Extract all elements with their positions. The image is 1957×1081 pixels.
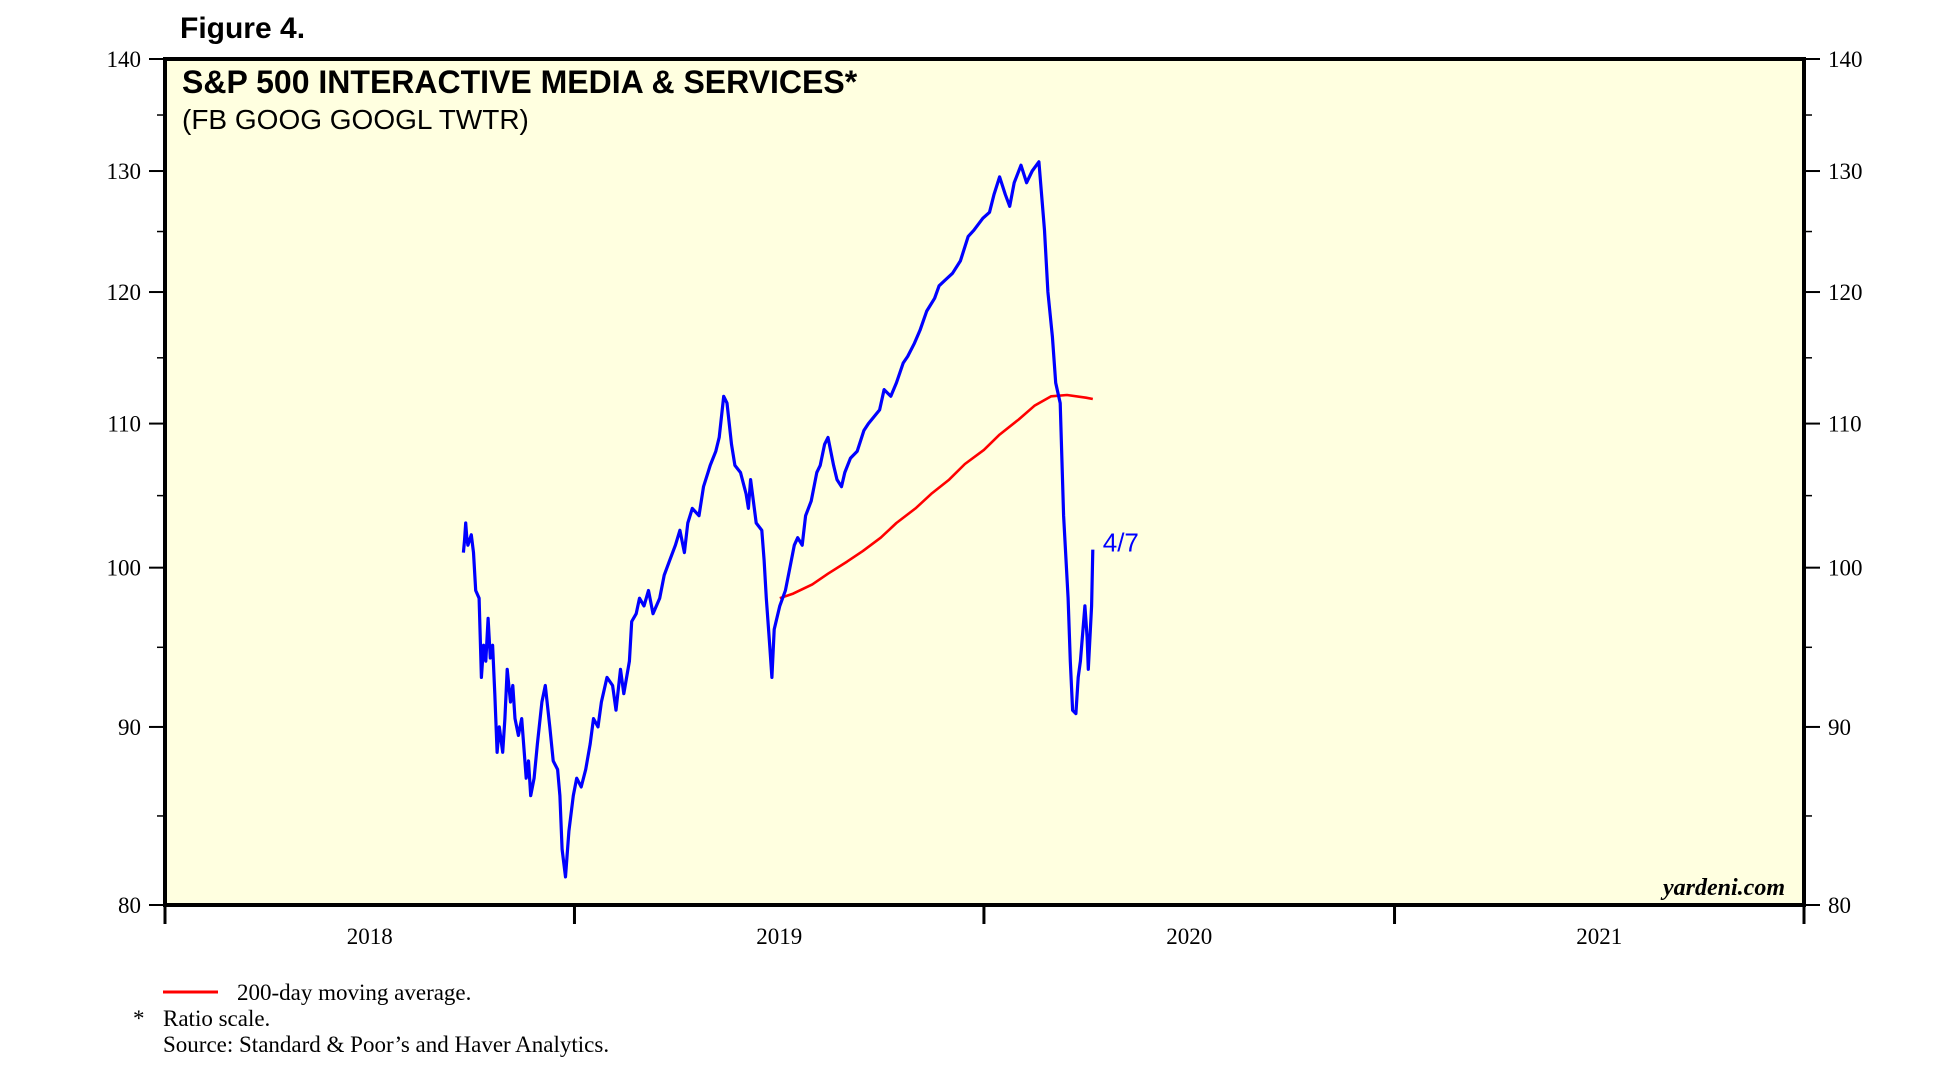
y-tick-label-right: 100 <box>1828 556 1863 581</box>
ratio-note: Ratio scale. <box>163 1006 270 1031</box>
moving-average-line <box>779 393 1094 600</box>
y-tick-label-left: 110 <box>107 412 141 437</box>
left-y-axis: 80 90 100 110 120 130 140 <box>107 47 165 918</box>
y-tick-label-right: 90 <box>1828 715 1851 740</box>
x-tick-label: 2018 <box>347 924 393 949</box>
y-tick-label-left: 130 <box>107 159 142 184</box>
y-tick-label-left: 100 <box>107 556 142 581</box>
price-series-line <box>461 160 1095 879</box>
y-tick-label-left: 90 <box>118 715 141 740</box>
x-tick-label: 2021 <box>1576 924 1622 949</box>
y-tick-label-left: 140 <box>107 47 142 72</box>
x-tick-label: 2020 <box>1166 924 1212 949</box>
x-tick-label: 2019 <box>756 924 802 949</box>
plot-area <box>163 57 1806 907</box>
y-tick-label-right: 110 <box>1828 412 1862 437</box>
y-tick-label-right: 130 <box>1828 159 1863 184</box>
y-tick-label-right: 120 <box>1828 280 1863 305</box>
y-tick-label-right: 80 <box>1828 893 1851 918</box>
asterisk-mark: * <box>133 1006 145 1031</box>
y-tick-label-right: 140 <box>1828 47 1863 72</box>
x-axis: 2018 2019 2020 2021 <box>163 905 1806 949</box>
y-tick-label-left: 120 <box>107 280 142 305</box>
source-note: Source: Standard & Poor’s and Haver Anal… <box>163 1032 609 1057</box>
series-layer: 4/7 <box>461 160 1139 879</box>
end-date-label: 4/7 <box>1103 528 1139 558</box>
y-tick-label-left: 80 <box>118 893 141 918</box>
legend-ma-label: 200-day moving average. <box>237 980 471 1005</box>
chart-title: S&P 500 INTERACTIVE MEDIA & SERVICES* <box>182 64 858 100</box>
figure-label: Figure 4. <box>180 12 305 45</box>
chart-subtitle: (FB GOOG GOOGL TWTR) <box>182 104 529 135</box>
right-y-axis: 80 90 100 110 120 130 140 <box>1804 47 1863 918</box>
watermark-text: yardeni.com <box>1660 875 1785 901</box>
